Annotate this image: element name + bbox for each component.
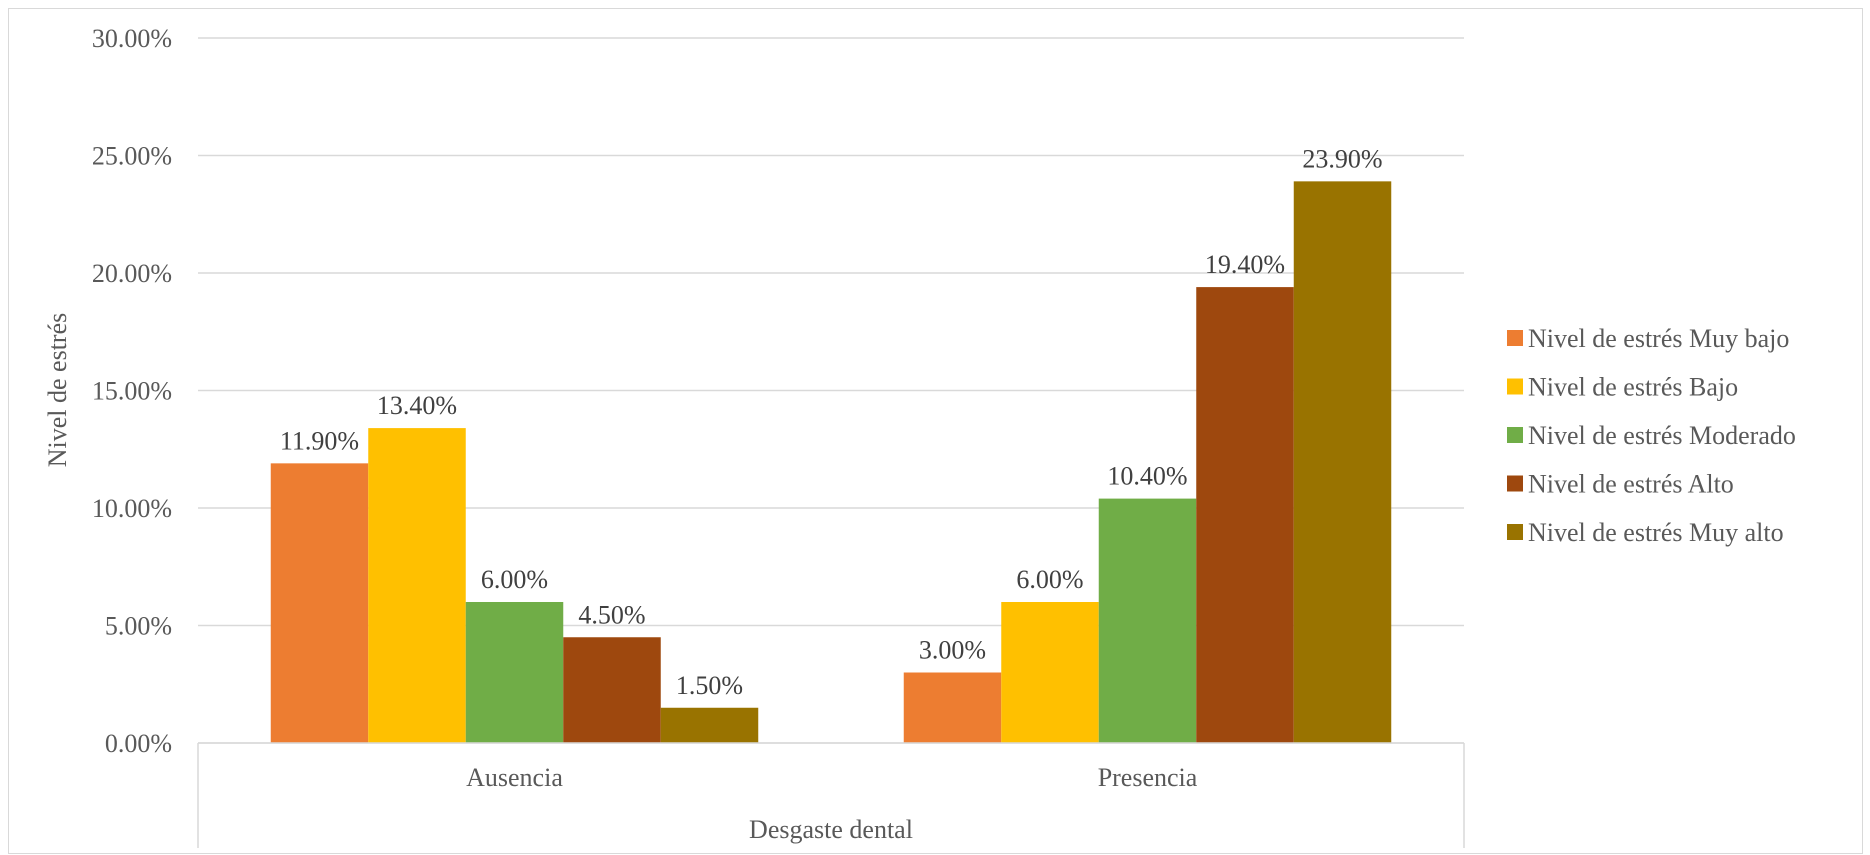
bar	[563, 637, 661, 743]
data-label: 3.00%	[919, 636, 986, 665]
data-label: 11.90%	[280, 426, 359, 455]
data-label: 19.40%	[1205, 250, 1285, 279]
legend-swatch	[1507, 378, 1523, 395]
x-tick-label: Presencia	[1098, 763, 1198, 792]
data-label: 6.00%	[1016, 565, 1083, 594]
y-tick-label: 20.00%	[92, 259, 172, 288]
data-label: 6.00%	[481, 565, 548, 594]
y-axis-title: Nivel de estrés	[43, 313, 72, 468]
data-label: 10.40%	[1107, 462, 1187, 491]
y-tick-label: 5.00%	[105, 612, 172, 641]
bar	[903, 672, 1002, 743]
legend-swatch	[1507, 524, 1523, 540]
y-tick-label: 30.00%	[92, 24, 172, 53]
legend-label: Nivel de estrés Muy bajo	[1528, 324, 1789, 353]
y-tick-label: 25.00%	[92, 142, 172, 171]
legend-label: Nivel de estrés Moderado	[1528, 421, 1796, 450]
bar	[1196, 287, 1294, 743]
bar	[660, 707, 759, 743]
bar	[270, 463, 369, 743]
data-label: 23.90%	[1302, 144, 1382, 173]
bars	[270, 181, 1392, 744]
data-labels: 11.90% 13.40% 6.00% 4.50% 1.50% 3.00% 6.00% 10.…	[280, 144, 1383, 699]
data-label: 1.50%	[676, 671, 743, 700]
x-axis: Ausencia Presencia	[197, 742, 1465, 848]
bar	[368, 428, 466, 743]
y-tick-label: 10.00%	[92, 494, 172, 523]
legend-swatch	[1507, 427, 1523, 443]
bar	[1293, 181, 1392, 744]
x-tick-label: Ausencia	[466, 763, 563, 792]
y-tick-label: 15.00%	[92, 377, 172, 406]
legend-swatch	[1507, 330, 1523, 346]
bar	[1001, 602, 1099, 743]
y-axis-ticks: 0.00% 5.00% 10.00% 15.00% 20.00% 25.00% 30.00%	[92, 24, 172, 758]
x-axis-title: Desgaste dental	[749, 815, 913, 844]
data-label: 13.40%	[377, 391, 457, 420]
data-label: 4.50%	[578, 600, 645, 629]
legend-label: Nivel de estrés Alto	[1528, 470, 1734, 499]
bar	[1098, 498, 1197, 743]
y-tick-label: 0.00%	[105, 729, 172, 758]
legend-label: Nivel de estrés Bajo	[1528, 373, 1738, 402]
legend: Nivel de estrés Muy bajo Nivel de estrés …	[1507, 324, 1796, 547]
legend-swatch	[1507, 475, 1523, 492]
bar	[465, 602, 564, 743]
legend-label: Nivel de estrés Muy alto	[1528, 518, 1784, 547]
